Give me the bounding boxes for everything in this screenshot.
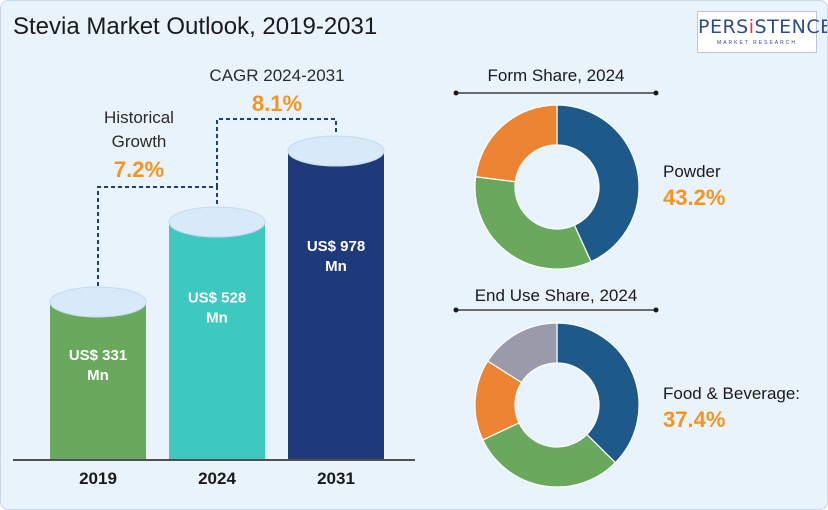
bar-value-label: US$ 978 [307, 238, 365, 255]
logo-text-pre: PERS [698, 16, 749, 38]
bar-2019 [50, 302, 146, 459]
logo-wordmark: PERSiSTENCE [698, 16, 827, 38]
bar-unit-label: Mn [87, 367, 109, 384]
donut-slice [556, 322, 640, 464]
cagr-value: 8.1% [252, 91, 302, 116]
bar-value-label: US$ 528 [188, 289, 246, 306]
bar-top-2024 [168, 206, 266, 238]
bar-unit-label: Mn [206, 309, 228, 326]
bar-unit-label: Mn [325, 258, 347, 275]
logo-subtitle: MARKET RESEARCH [717, 40, 797, 46]
historical-growth-label: Historical [104, 108, 174, 127]
donut-slice [486, 322, 558, 384]
donut-highlight-value: 37.4% [663, 407, 725, 432]
bar-2031 [288, 151, 384, 459]
x-tick-label: 2019 [79, 469, 117, 488]
bar-value-label: US$ 331 [69, 347, 127, 364]
x-tick-label: 2031 [317, 469, 355, 488]
donut-title: Form Share, 2024 [487, 66, 624, 85]
logo-text-accent: i [748, 16, 755, 38]
bar-2024 [169, 222, 265, 459]
x-tick-label: 2024 [198, 469, 236, 488]
cagr-label: CAGR 2024-2031 [209, 66, 344, 85]
donut-slice [556, 104, 640, 263]
historical-growth-connector [97, 186, 218, 286]
donut-rule-dot-right [653, 307, 659, 313]
historical-growth-value: 7.2% [114, 157, 164, 182]
donut-highlight-label: Food & Beverage: [663, 384, 800, 403]
donut-title: End Use Share, 2024 [475, 286, 638, 305]
donut-highlight-label: Powder [663, 162, 721, 181]
page-title: Stevia Market Outlook, 2019-2031 [13, 13, 378, 40]
bar-top-2031 [287, 135, 385, 167]
persistence-logo: PERSiSTENCE MARKET RESEARCH [697, 11, 827, 53]
donut-slice [474, 176, 592, 270]
donut-rule-dot-left [453, 307, 459, 313]
donut-rule-dot-right [653, 90, 659, 96]
donut-rule-dot-left [453, 90, 459, 96]
cagr-connector [216, 118, 337, 187]
donut-slice [474, 104, 558, 183]
bar-top-2019 [49, 286, 147, 318]
logo-text-post: STENCE [754, 16, 828, 38]
donut-slice [482, 422, 617, 488]
historical-growth-label-2: Growth [112, 132, 167, 151]
donut-highlight-value: 43.2% [663, 185, 725, 210]
